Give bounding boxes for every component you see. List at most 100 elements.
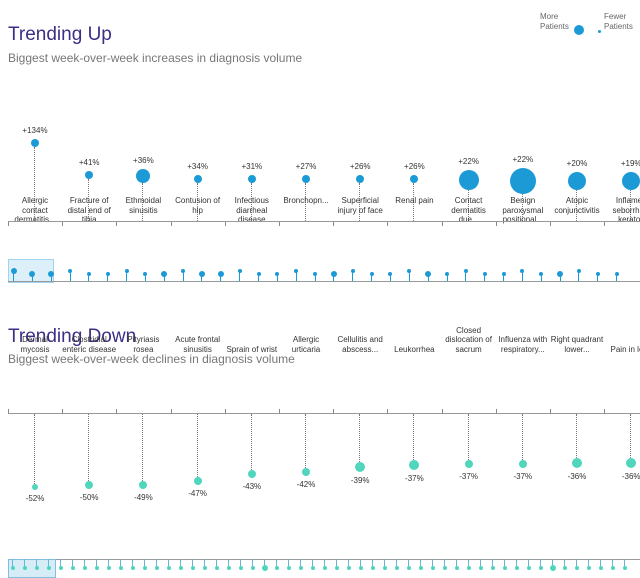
trending-down-overview-dot[interactable] (454, 566, 459, 570)
trending-down-overview-dot[interactable] (334, 566, 339, 570)
trending-down-item[interactable]: Closed dislocation of sacrum -37% (441, 0, 496, 520)
trending-down-item[interactable]: Influenza with respiratory... -37% (495, 0, 550, 520)
trending-down-overview-dot[interactable] (394, 566, 399, 570)
trending-up-item[interactable]: +26% Renal pain (387, 0, 441, 260)
trending-down-overview-dot[interactable] (406, 566, 411, 570)
trending-down-overview-dot[interactable] (130, 566, 135, 570)
trending-up-item[interactable]: +31% Infectious diarrheal disease (224, 0, 279, 260)
trending-up-item[interactable]: +26% Superficial injury of face (333, 0, 387, 260)
trending-up-overview-dot[interactable] (520, 269, 525, 273)
trending-down-overview-dot[interactable] (430, 566, 435, 570)
trending-up-overview-dot[interactable] (124, 269, 129, 273)
trending-down-overview-dot[interactable] (514, 566, 519, 570)
trending-down-item[interactable]: Clostridial enteric disease -50% (62, 0, 116, 520)
trending-down-dot[interactable] (409, 460, 420, 470)
trending-down-overview-dot[interactable] (250, 566, 255, 570)
trending-down-item[interactable]: Cellulitis and abscess... -39% (333, 0, 387, 520)
trending-down-dot[interactable] (626, 458, 637, 468)
trending-down-dot[interactable] (139, 481, 148, 489)
trending-up-overview-dot[interactable] (330, 271, 337, 277)
trending-down-item[interactable]: Allergic urticaria -42% (279, 0, 333, 520)
trending-up-overview-dot[interactable] (68, 269, 73, 273)
trending-down-overview-dot[interactable] (346, 566, 351, 570)
trending-up-item[interactable]: +22% Benign paroxysmal positional... (495, 0, 550, 260)
trending-down-overview-dot[interactable] (202, 566, 207, 570)
trending-down-overview-dot[interactable] (178, 566, 183, 570)
trending-up-overview-dot[interactable] (595, 272, 600, 276)
trending-up-dot[interactable] (247, 175, 256, 183)
trending-up-overview-dot[interactable] (143, 272, 148, 276)
trending-down-dot[interactable] (464, 460, 473, 468)
trending-up-dot[interactable] (458, 170, 479, 190)
trending-down-item[interactable]: Dermal mycosis -52% (8, 0, 62, 520)
trending-down-overview-dot[interactable] (418, 566, 423, 570)
trending-down-overview-dot[interactable] (322, 566, 327, 570)
trending-up-item[interactable]: +134% Allergic contact dermatitis... (8, 0, 62, 260)
trending-down-overview-dot[interactable] (118, 566, 123, 570)
trending-down-overview-dot[interactable] (598, 566, 603, 570)
trending-down-overview-dot[interactable] (358, 566, 363, 570)
trending-up-overview-dot[interactable] (48, 271, 55, 277)
trending-down-dot[interactable] (85, 481, 94, 489)
trending-down-overview-dot[interactable] (214, 566, 219, 570)
trending-down-overview-dot[interactable] (226, 566, 231, 570)
trending-down-overview-dot[interactable] (70, 566, 75, 570)
trending-up-overview-dot[interactable] (105, 272, 110, 276)
trending-up-overview-dot[interactable] (294, 269, 299, 273)
trending-down-overview-dot[interactable] (370, 566, 375, 570)
trending-up-item[interactable]: +34% Contusion of hip (170, 0, 225, 260)
trending-down-overview-dot[interactable] (298, 566, 303, 570)
trending-down-item[interactable]: Pain in left l -36% (604, 0, 640, 520)
trending-up-overview-dot[interactable] (576, 269, 581, 273)
trending-up-dot[interactable] (85, 171, 94, 179)
trending-up-item[interactable]: +19% Inflamed seborrheic keratos (604, 0, 640, 260)
trending-down-overview-dot[interactable] (310, 566, 315, 570)
trending-down-overview-dot[interactable] (610, 566, 615, 570)
trending-down-overview-dot[interactable] (82, 566, 87, 570)
trending-up-overview-dot[interactable] (237, 269, 242, 273)
trending-up-overview-dot[interactable] (501, 272, 506, 276)
trending-down-overview-dot[interactable] (549, 565, 556, 571)
trending-up-dot[interactable] (356, 175, 365, 183)
trending-down-overview-dot[interactable] (574, 566, 579, 570)
trending-down-overview-dot[interactable] (154, 566, 159, 570)
trending-up-overview-dot[interactable] (425, 271, 432, 277)
trending-down-overview-dot[interactable] (58, 566, 63, 570)
trending-down-dot[interactable] (518, 460, 527, 468)
trending-down-overview-dot[interactable] (562, 566, 567, 570)
trending-down-dot[interactable] (302, 468, 310, 476)
trending-up-overview-dot[interactable] (445, 272, 449, 276)
trending-up-overview-dot[interactable] (463, 269, 468, 273)
trending-up-dot[interactable] (410, 175, 419, 183)
trending-down-dot[interactable] (193, 477, 202, 485)
trending-down-item[interactable]: Leukorrhea -37% (387, 0, 441, 520)
trending-down-overview-dot[interactable] (502, 566, 507, 570)
trending-down-overview-dot[interactable] (261, 565, 268, 571)
trending-up-overview-dot[interactable] (275, 272, 280, 276)
trending-up-dot[interactable] (193, 175, 202, 183)
trending-up-overview-dot[interactable] (161, 271, 168, 277)
trending-down-overview-dot[interactable] (46, 566, 51, 570)
trending-down-dot[interactable] (572, 458, 582, 468)
trending-down-item[interactable]: Right quadrant lower... -36% (550, 0, 604, 520)
trending-down-overview-dot[interactable] (478, 566, 483, 570)
trending-down-dot[interactable] (247, 470, 256, 478)
trending-up-overview-dot[interactable] (256, 272, 261, 276)
trending-down-overview-dot[interactable] (274, 566, 279, 570)
trending-up-dot[interactable] (509, 168, 536, 194)
trending-up-dot[interactable] (136, 169, 151, 183)
trending-up-overview-dot[interactable] (614, 272, 619, 276)
trending-down-overview-dot[interactable] (10, 566, 15, 570)
trending-up-overview-dot[interactable] (86, 272, 91, 276)
trending-down-overview-dot[interactable] (166, 566, 171, 570)
trending-down-overview-dot[interactable] (190, 566, 195, 570)
trending-up-overview-dot[interactable] (29, 271, 36, 277)
trending-down-overview-dot[interactable] (22, 566, 27, 570)
trending-up-overview-dot[interactable] (539, 272, 544, 276)
trending-down-overview-dot[interactable] (382, 566, 387, 570)
trending-down-dot[interactable] (32, 484, 38, 490)
trending-down-item[interactable]: Pityriasis rosea -49% (116, 0, 170, 520)
trending-down-overview-dot[interactable] (466, 566, 471, 570)
trending-up-overview-dot[interactable] (181, 269, 186, 273)
trending-down-overview-dot[interactable] (490, 566, 495, 570)
